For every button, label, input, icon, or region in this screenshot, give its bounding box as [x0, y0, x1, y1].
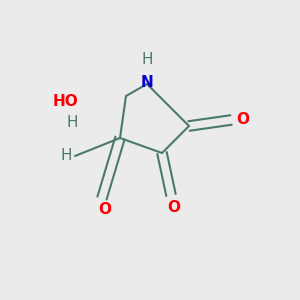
Text: HO: HO: [52, 94, 78, 110]
Text: O: O: [98, 202, 112, 217]
Text: H: H: [141, 52, 153, 68]
Text: H: H: [61, 148, 72, 164]
Text: O: O: [236, 112, 250, 128]
Text: O: O: [167, 200, 181, 214]
Text: H: H: [66, 116, 78, 130]
Text: N: N: [141, 75, 153, 90]
